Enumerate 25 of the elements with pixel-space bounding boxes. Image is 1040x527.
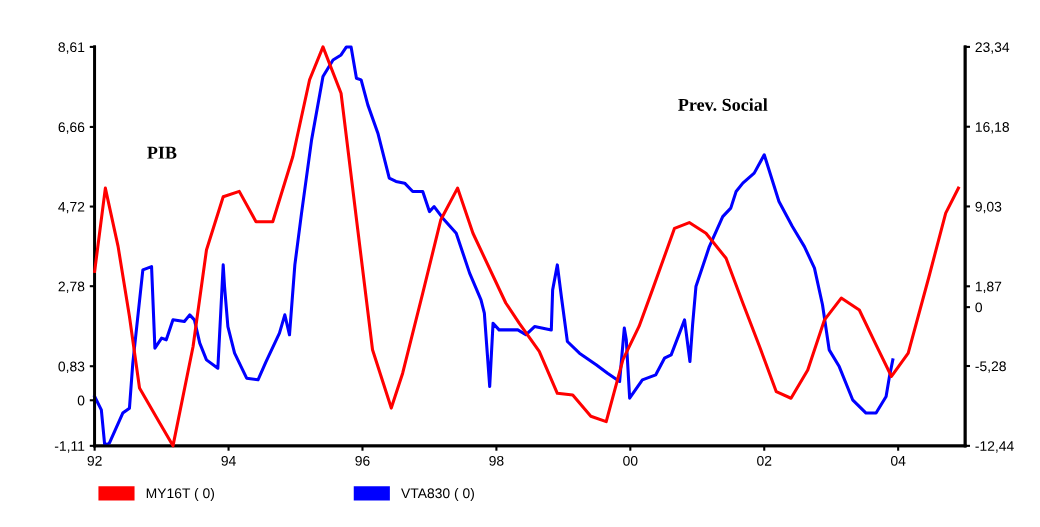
y2-tick-label: -12,44 — [975, 441, 1014, 453]
y-tick-label: -1,11 — [54, 441, 85, 453]
y-tick-label: 0,83 — [58, 361, 85, 374]
y2-tick-label: 23,34 — [975, 42, 1010, 54]
x-tick-label: 94 — [221, 455, 236, 466]
annotation: Prev. Social — [678, 98, 768, 111]
y-tick-label: 0 — [77, 395, 85, 406]
x-tick-label: 98 — [489, 455, 504, 466]
y2-tick-label: 1,87 — [975, 281, 1002, 294]
y2-tick-label: 0 — [975, 302, 983, 313]
x-tick-label: 96 — [355, 455, 370, 466]
y2-tick-label: 16,18 — [975, 122, 1009, 134]
y-tick-label: 4,72 — [58, 201, 85, 214]
legend-label: VTA830 ( 0) — [401, 488, 474, 501]
y2-tick-label: -5,28 — [975, 361, 1006, 373]
y-tick-label: 2,78 — [58, 281, 85, 293]
annotation: PIB — [147, 146, 177, 159]
y-tick-label: 6,66 — [58, 122, 85, 134]
x-tick-label: 02 — [757, 455, 772, 466]
x-tick-label: 00 — [623, 455, 638, 466]
x-tick-label: 92 — [87, 455, 102, 466]
legend-label: MY16T ( 0) — [146, 488, 215, 501]
y-tick-label: 8,61 — [58, 42, 85, 54]
x-tick-label: 04 — [890, 455, 906, 466]
y2-tick-label: 9,03 — [975, 201, 1002, 214]
